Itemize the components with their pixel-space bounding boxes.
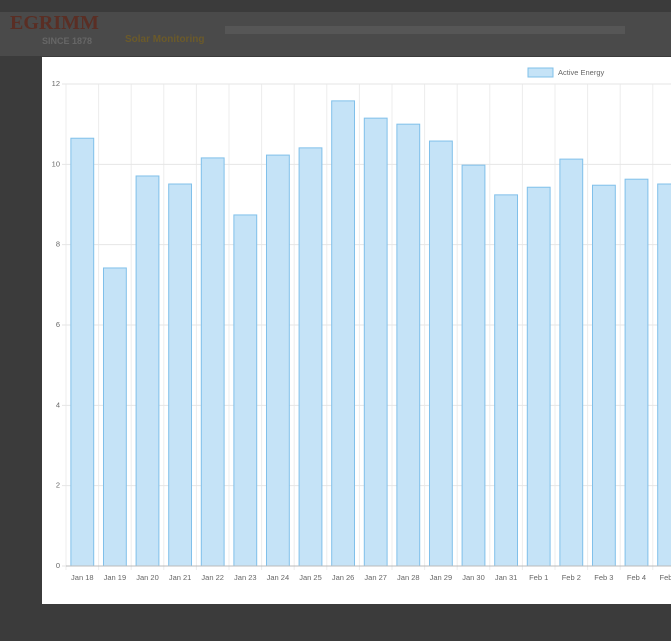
x-tick-label: Jan 27	[364, 573, 387, 582]
y-tick-label: 4	[56, 400, 60, 409]
x-tick-label: Feb 1	[529, 573, 548, 582]
y-tick-label: 6	[56, 320, 60, 329]
brand: EGRIMM	[10, 12, 99, 34]
x-tick-label: Jan 18	[71, 573, 94, 582]
bar	[200, 157, 225, 567]
bar	[233, 214, 258, 567]
x-tick-label: Jan 20	[136, 573, 159, 582]
legend-label: Active Energy	[558, 68, 605, 77]
x-tick-label: Jan 26	[332, 573, 355, 582]
product: Solar Monitoring	[125, 34, 205, 45]
bar	[657, 183, 671, 567]
x-tick-label: Feb 4	[627, 573, 646, 582]
bar	[70, 137, 95, 567]
bar	[396, 123, 421, 567]
bar	[102, 267, 127, 567]
bar	[265, 154, 290, 567]
x-tick-label: Jan 24	[267, 573, 290, 582]
bar	[428, 140, 453, 567]
since: SINCE 1878	[42, 36, 93, 46]
bar	[135, 175, 160, 567]
x-tick-label: Jan 23	[234, 573, 257, 582]
x-tick-label: Jan 19	[104, 573, 127, 582]
bar	[363, 117, 388, 567]
header: EGRIMM SINCE 1878 Solar Monitoring	[0, 12, 671, 56]
x-tick-label: Feb 3	[594, 573, 613, 582]
bar	[526, 186, 551, 567]
bar	[331, 100, 356, 567]
bar	[591, 184, 616, 567]
x-tick-label: Jan 21	[169, 573, 192, 582]
bar	[298, 147, 323, 567]
y-tick-label: 0	[56, 561, 60, 570]
x-tick-label: Jan 31	[495, 573, 518, 582]
bar	[461, 164, 486, 567]
y-tick-label: 10	[52, 159, 60, 168]
x-tick-label: Jan 28	[397, 573, 420, 582]
x-tick-label: Jan 22	[201, 573, 224, 582]
nav[interactable]	[225, 26, 625, 34]
y-tick-label: 12	[52, 79, 60, 88]
bar	[624, 178, 649, 567]
y-tick-label: 8	[56, 240, 60, 249]
x-tick-label: Feb 2	[562, 573, 581, 582]
x-tick-label: Jan 30	[462, 573, 485, 582]
bar	[494, 194, 519, 567]
y-tick-label: 2	[56, 481, 60, 490]
x-tick-label: Jan 29	[430, 573, 453, 582]
legend-swatch	[527, 67, 554, 78]
bar	[168, 183, 193, 567]
x-tick-label: Jan 25	[299, 573, 322, 582]
bar	[559, 158, 584, 567]
x-tick-label: Feb 5	[660, 573, 671, 582]
